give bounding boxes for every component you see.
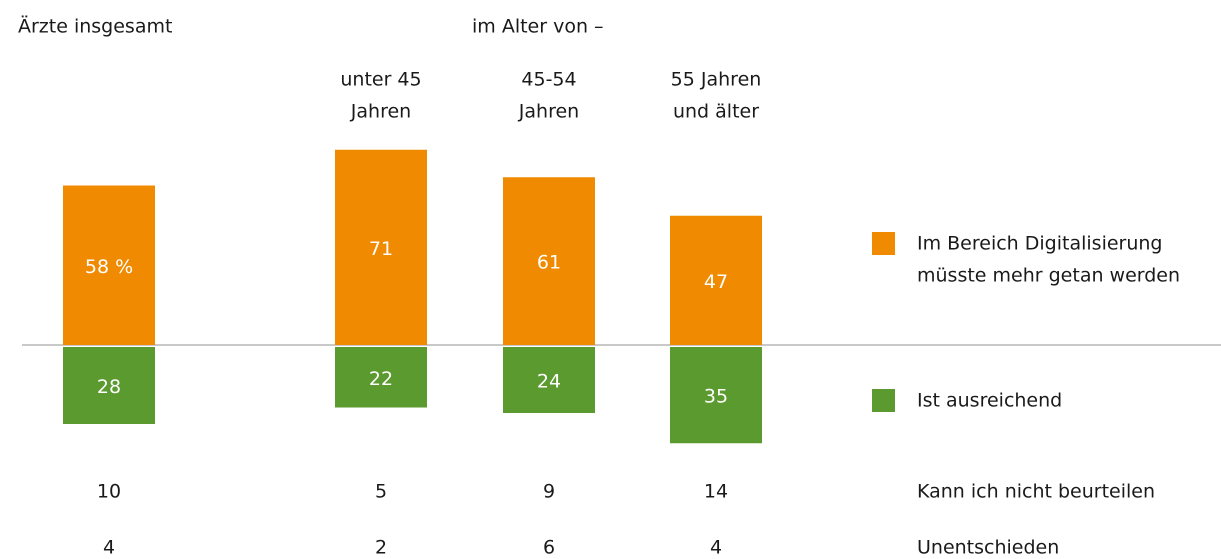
bar: [503, 347, 595, 413]
category-label: und älter: [673, 101, 759, 123]
bar: [63, 185, 155, 345]
value-label: 24: [537, 371, 561, 393]
bar: [503, 177, 595, 345]
row-value: 10: [97, 481, 121, 503]
bar: [335, 149, 427, 345]
row-value: 4: [103, 537, 115, 559]
category-label: Jahren: [518, 101, 579, 123]
legend-swatch: [872, 232, 895, 255]
bar: [670, 347, 762, 444]
row-value: 14: [704, 481, 728, 503]
value-label: 22: [369, 368, 393, 390]
category-label: unter 45: [340, 69, 421, 91]
category-label: Jahren: [350, 101, 411, 123]
value-label: 71: [369, 238, 393, 260]
value-label: 61: [537, 252, 561, 274]
value-label: 35: [704, 386, 728, 408]
value-label: 47: [704, 271, 728, 293]
row-value: 2: [375, 537, 387, 559]
row-value: 4: [710, 537, 722, 559]
row-value: 5: [375, 481, 387, 503]
row-label: Kann ich nicht beurteilen: [917, 481, 1155, 503]
category-label: 55 Jahren: [671, 69, 762, 91]
group-label: im Alter von –: [472, 16, 604, 38]
bar: [670, 215, 762, 345]
bar: [335, 347, 427, 408]
row-label: Unentschieden: [917, 537, 1059, 559]
value-label: 28: [97, 376, 121, 398]
row-value: 9: [543, 481, 555, 503]
legend-label: Im Bereich Digitalisierung: [917, 233, 1163, 255]
bar: [63, 347, 155, 424]
category-label: 45-54: [521, 69, 576, 91]
legend-label: Ist ausreichend: [917, 390, 1062, 412]
row-value: 6: [543, 537, 555, 559]
value-label: 58 %: [85, 256, 133, 278]
category-label: Ärzte insgesamt: [18, 15, 172, 38]
legend-label: müsste mehr getan werden: [917, 265, 1180, 287]
legend-swatch: [872, 389, 895, 412]
